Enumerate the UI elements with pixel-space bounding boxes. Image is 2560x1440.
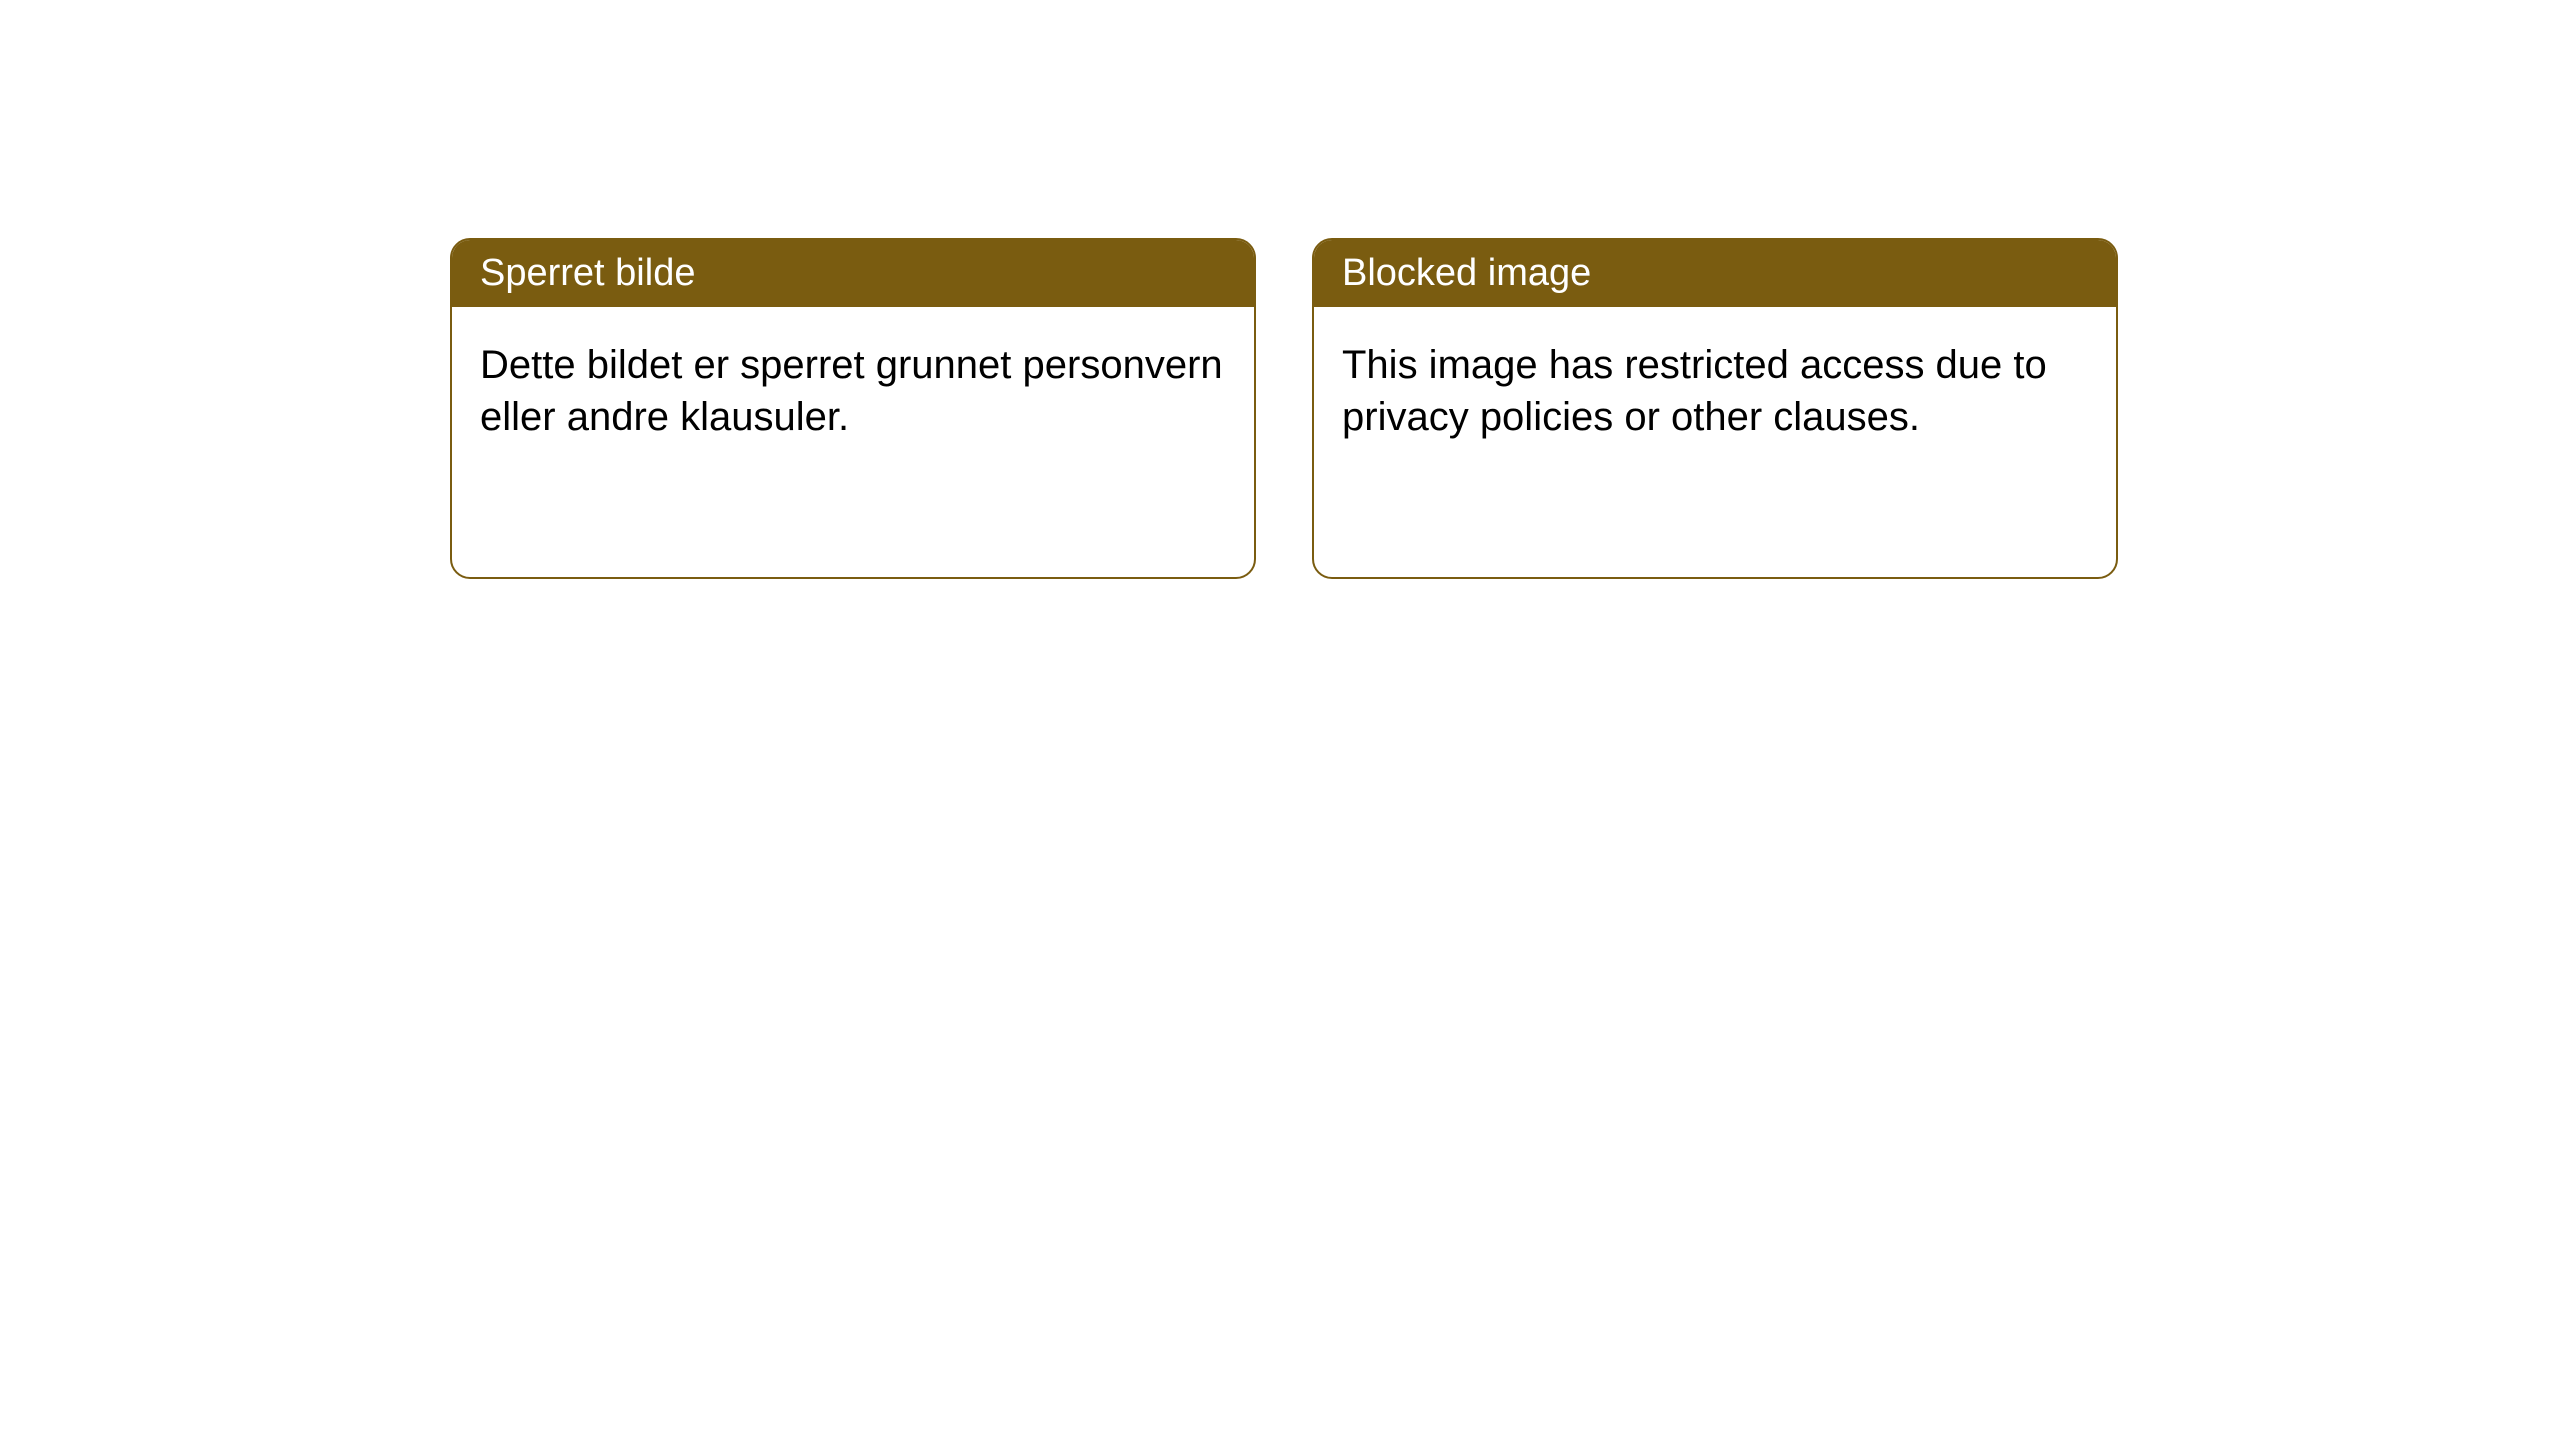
notice-body: Dette bildet er sperret grunnet personve…	[452, 307, 1254, 577]
notice-body-text: This image has restricted access due to …	[1342, 343, 2047, 439]
notice-header: Blocked image	[1314, 240, 2116, 307]
notice-body: This image has restricted access due to …	[1314, 307, 2116, 577]
notice-container: Sperret bilde Dette bildet er sperret gr…	[450, 238, 2118, 579]
notice-body-text: Dette bildet er sperret grunnet personve…	[480, 343, 1223, 439]
notice-card-norwegian: Sperret bilde Dette bildet er sperret gr…	[450, 238, 1256, 579]
notice-header: Sperret bilde	[452, 240, 1254, 307]
notice-title: Sperret bilde	[480, 252, 695, 294]
notice-title: Blocked image	[1342, 252, 1591, 294]
notice-card-english: Blocked image This image has restricted …	[1312, 238, 2118, 579]
